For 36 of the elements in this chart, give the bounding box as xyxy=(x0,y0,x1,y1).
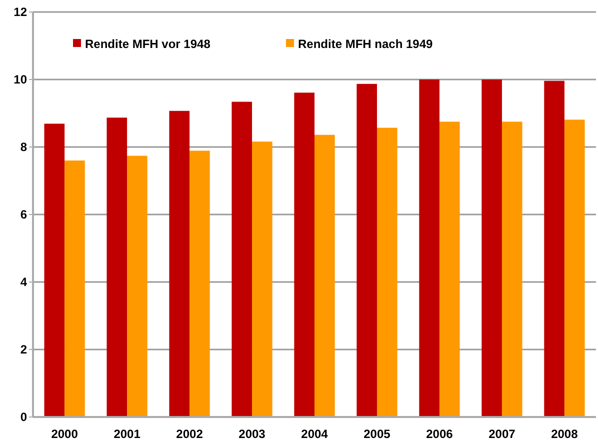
y-tick-label: 10 xyxy=(14,72,28,87)
x-tick-label: 2000 xyxy=(51,427,78,441)
x-tick-label: 2003 xyxy=(238,427,266,441)
x-tick-label: 2004 xyxy=(301,427,328,441)
bar xyxy=(169,110,190,417)
bar xyxy=(252,142,272,417)
y-tick-label: 6 xyxy=(20,208,28,222)
y-tick-label: 4 xyxy=(20,275,28,290)
bar xyxy=(564,120,585,417)
y-tick-label: 8 xyxy=(20,140,28,154)
bar xyxy=(502,122,522,417)
bar xyxy=(294,92,314,417)
bar xyxy=(64,160,85,417)
x-tick-label: 2008 xyxy=(551,427,578,441)
bar xyxy=(232,102,252,417)
bar xyxy=(356,84,377,417)
x-tick-label: 2001 xyxy=(114,427,141,441)
y-tick-label: 0 xyxy=(20,410,28,424)
y-tick-label: 12 xyxy=(14,5,28,20)
bar xyxy=(127,156,148,417)
legend-label: Rendite MFH nach 1949 xyxy=(298,37,434,51)
x-tick-label: 2007 xyxy=(488,427,516,441)
bar xyxy=(482,80,502,417)
x-tick-label: 2002 xyxy=(176,427,204,441)
bar xyxy=(439,122,460,417)
y-tick-label: 2 xyxy=(20,342,28,357)
x-tick-label: 2005 xyxy=(364,427,391,441)
legend-label: Rendite MFH vor 1948 xyxy=(85,37,211,51)
bar xyxy=(314,134,335,417)
bar xyxy=(419,80,440,417)
bar xyxy=(106,118,128,417)
x-tick-label: 2006 xyxy=(426,427,454,441)
bar xyxy=(544,80,564,417)
bar xyxy=(190,150,210,417)
bar xyxy=(44,124,65,417)
bar xyxy=(376,128,398,417)
